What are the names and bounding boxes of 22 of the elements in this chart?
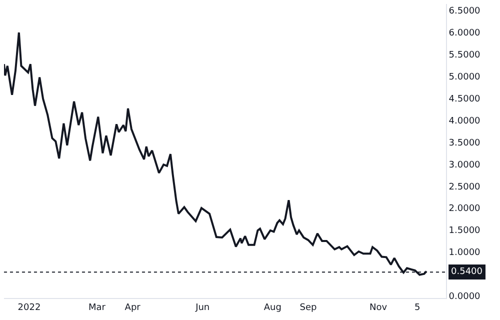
y-tick-label: 2.5000 bbox=[448, 182, 481, 192]
x-tick-label: 2022 bbox=[18, 302, 41, 313]
x-tick-label: Apr bbox=[124, 302, 141, 313]
y-tick-label: 3.5000 bbox=[448, 138, 481, 148]
y-tick-label: 0.0000 bbox=[448, 292, 481, 302]
y-tick-label: 2.0000 bbox=[448, 204, 481, 214]
y-tick-label: 6.0000 bbox=[448, 28, 481, 39]
x-tick-label: Aug bbox=[264, 302, 282, 313]
y-tick-label: 5.0000 bbox=[448, 72, 481, 83]
y-tick-label: 4.0000 bbox=[448, 116, 481, 126]
y-tick-label: 3.0000 bbox=[448, 160, 481, 170]
x-tick-label: 5 bbox=[414, 302, 420, 313]
x-tick-label: Nov bbox=[369, 302, 388, 313]
y-tick-label: 1.0000 bbox=[448, 248, 481, 258]
x-tick-label: Mar bbox=[88, 302, 106, 313]
y-tick-label: 1.5000 bbox=[448, 226, 481, 236]
y-tick-label: 6.5000 bbox=[448, 6, 481, 17]
x-tick-label: Jun bbox=[194, 302, 210, 313]
y-tick-label: 5.5000 bbox=[448, 50, 481, 61]
ref-line-label: 0.5400 bbox=[451, 267, 483, 277]
x-tick-label: Sep bbox=[300, 302, 317, 313]
y-tick-label: 4.5000 bbox=[448, 94, 481, 104]
